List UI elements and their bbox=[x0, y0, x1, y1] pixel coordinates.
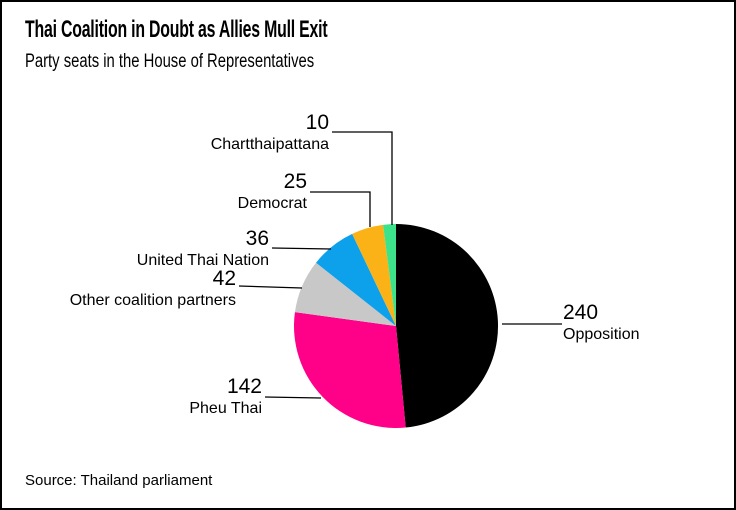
callout-united-thai-nation-value: 36 bbox=[245, 227, 269, 250]
callout-opposition-value: 240 bbox=[563, 301, 599, 324]
leader-line-other-coalition-partners bbox=[238, 285, 303, 289]
chart-subtitle: Party seats in the House of Representati… bbox=[25, 51, 315, 72]
callout-united-thai-nation-label: United Thai Nation bbox=[136, 252, 269, 269]
callout-chartthaipattana-value: 10 bbox=[305, 111, 329, 134]
chart-title: Thai Coalition in Doubt as Allies Mull E… bbox=[25, 16, 328, 43]
pie-slice-opposition bbox=[396, 224, 499, 428]
callout-other-coalition-partners: 42 Other coalition partners bbox=[70, 268, 236, 310]
leader-line-pheu-thai bbox=[264, 396, 322, 399]
callout-democrat: 25 Democrat bbox=[238, 171, 307, 213]
callout-chartthaipattana: 10 Chartthaipattana bbox=[211, 112, 329, 154]
callout-pheu-thai-value: 142 bbox=[226, 375, 262, 398]
pie-slice-united-thai-nation bbox=[316, 233, 396, 326]
callout-democrat-value: 25 bbox=[283, 170, 307, 193]
pie-slices bbox=[294, 224, 499, 429]
pie-slice-pheu-thai bbox=[294, 312, 406, 429]
leader-line-chartthaipattana bbox=[332, 131, 393, 225]
callout-opposition: 240 Opposition bbox=[563, 302, 640, 344]
callout-pheu-thai-label: Pheu Thai bbox=[189, 400, 262, 417]
pie-slice-democrat bbox=[352, 224, 396, 326]
leader-line-united-thai-nation bbox=[271, 247, 332, 250]
callout-other-coalition-partners-value: 42 bbox=[212, 267, 236, 290]
callout-other-coalition-partners-label: Other coalition partners bbox=[69, 292, 236, 309]
callout-chartthaipattana-label: Chartthaipattana bbox=[210, 136, 329, 153]
pie-slice-chartthaipattana bbox=[383, 224, 396, 326]
callout-united-thai-nation: 36 United Thai Nation bbox=[137, 228, 269, 270]
callout-pheu-thai: 142 Pheu Thai bbox=[189, 376, 262, 418]
callout-opposition-label: Opposition bbox=[563, 326, 640, 343]
leader-line-democrat bbox=[310, 191, 371, 227]
callout-democrat-label: Democrat bbox=[237, 195, 307, 212]
leader-lines bbox=[238, 131, 562, 399]
pie-slice-other-coalition-partners bbox=[294, 262, 396, 326]
source-note: Source: Thailand parliament bbox=[25, 472, 213, 489]
